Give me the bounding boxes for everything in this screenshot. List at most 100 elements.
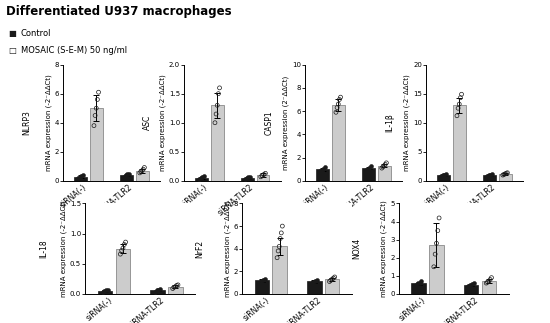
Point — [77, 173, 86, 178]
Point — [366, 164, 375, 169]
Text: ASC: ASC — [143, 115, 152, 130]
Point — [278, 224, 287, 229]
Point — [382, 160, 390, 165]
Point — [154, 287, 163, 292]
Point — [328, 276, 337, 282]
Bar — [499, 174, 512, 181]
Point — [485, 279, 493, 284]
Point — [214, 91, 223, 96]
Point — [321, 165, 329, 170]
Point — [102, 288, 111, 293]
Point — [432, 241, 441, 246]
Point — [274, 248, 283, 254]
Point — [135, 170, 144, 175]
Point — [377, 165, 386, 171]
Point — [336, 95, 345, 100]
Point — [468, 281, 476, 287]
Text: IL-18: IL-18 — [39, 239, 48, 258]
Point — [312, 277, 321, 282]
Point — [120, 174, 129, 179]
Bar — [307, 281, 322, 294]
Y-axis label: mRNA expression (2⁻ΔΔCt): mRNA expression (2⁻ΔΔCt) — [283, 76, 289, 170]
Bar — [168, 287, 183, 294]
Point — [487, 172, 496, 177]
Point — [196, 175, 205, 181]
Point — [431, 252, 439, 257]
Bar — [74, 176, 87, 181]
Bar — [257, 175, 270, 181]
Text: NOX4: NOX4 — [353, 238, 361, 259]
Bar — [483, 175, 496, 181]
Point — [364, 166, 372, 172]
Point — [169, 285, 178, 290]
Point — [503, 170, 512, 175]
Point — [79, 172, 87, 177]
Point — [414, 281, 422, 286]
Y-axis label: mRNA expression (-2⁻ΔΔCt): mRNA expression (-2⁻ΔΔCt) — [60, 200, 67, 297]
Text: NrF2: NrF2 — [196, 240, 205, 258]
Text: NLRP3: NLRP3 — [22, 110, 31, 135]
Y-axis label: mRNA expression (-2⁻ΔΔCt): mRNA expression (-2⁻ΔΔCt) — [404, 74, 410, 171]
Point — [120, 242, 129, 247]
Point — [331, 274, 339, 279]
Point — [243, 175, 251, 181]
Point — [464, 284, 473, 289]
Point — [273, 255, 282, 260]
Bar — [98, 291, 113, 294]
Point — [198, 174, 207, 179]
Bar — [464, 285, 478, 294]
Point — [174, 282, 183, 287]
Point — [212, 111, 221, 117]
Point — [139, 167, 147, 172]
Bar — [437, 175, 450, 181]
Point — [502, 171, 510, 176]
Point — [329, 276, 338, 281]
Point — [119, 245, 128, 251]
Point — [332, 110, 340, 115]
Point — [260, 276, 269, 281]
Bar — [120, 175, 133, 181]
Point — [454, 106, 463, 111]
Point — [417, 279, 426, 284]
Point — [90, 123, 98, 128]
Point — [93, 97, 102, 102]
Point — [486, 277, 494, 282]
Point — [211, 120, 219, 125]
Bar — [481, 281, 496, 294]
Point — [138, 168, 146, 173]
Y-axis label: mRNA expression (-2⁻ΔΔCt): mRNA expression (-2⁻ΔΔCt) — [224, 200, 230, 297]
Point — [433, 228, 442, 233]
Bar — [255, 280, 270, 294]
Y-axis label: mRNA expression (-2⁻ΔΔCt): mRNA expression (-2⁻ΔΔCt) — [45, 74, 52, 171]
Point — [258, 173, 267, 178]
Point — [244, 175, 252, 180]
Point — [434, 215, 443, 221]
Bar — [429, 245, 444, 294]
Point — [442, 172, 450, 177]
Y-axis label: mRNA expression (-2⁻ΔΔCt): mRNA expression (-2⁻ΔΔCt) — [160, 74, 166, 171]
Point — [316, 169, 324, 174]
Text: ■: ■ — [8, 29, 16, 38]
Bar — [362, 168, 375, 181]
Point — [317, 167, 326, 172]
Point — [116, 252, 125, 257]
Point — [91, 113, 100, 118]
Text: CASP1: CASP1 — [264, 110, 273, 135]
Point — [171, 284, 180, 289]
Point — [500, 171, 509, 176]
Point — [168, 286, 177, 291]
Point — [440, 172, 449, 177]
Bar — [241, 178, 254, 181]
Point — [365, 165, 373, 171]
Point — [275, 244, 284, 249]
Bar — [272, 246, 287, 294]
Point — [140, 165, 148, 170]
Point — [172, 283, 181, 288]
Bar — [150, 290, 165, 294]
Point — [156, 287, 164, 292]
Point — [437, 173, 446, 179]
Point — [75, 174, 84, 179]
Point — [326, 278, 335, 283]
Point — [277, 230, 285, 235]
Point — [258, 277, 267, 283]
